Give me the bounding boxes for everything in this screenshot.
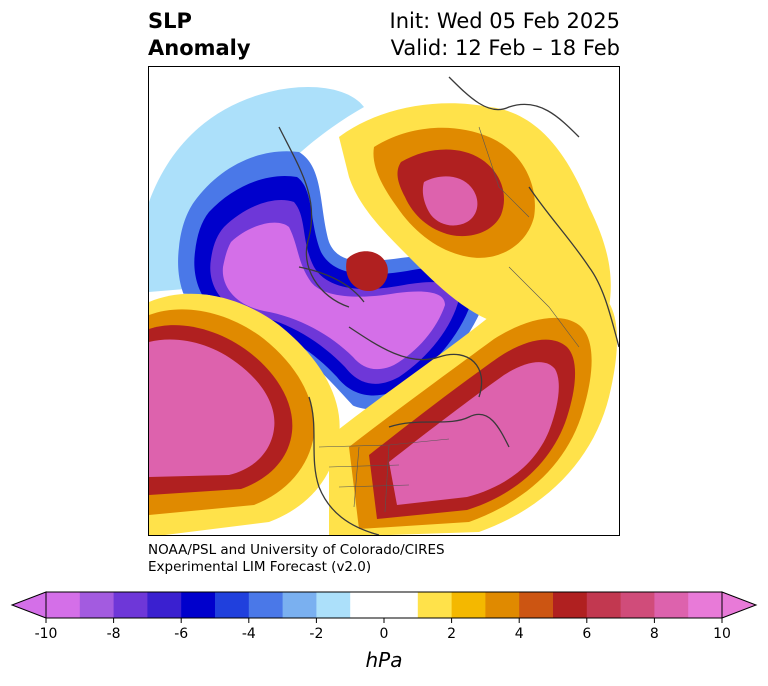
colorbar-tick-label: -6 (174, 626, 189, 642)
colorbar-swatch (147, 592, 182, 618)
colorbar-swatch (586, 592, 622, 618)
negative-anomaly-core (222, 222, 445, 370)
colorbar-swatch (46, 592, 81, 618)
colorbar-extend-low (10, 591, 47, 619)
colorbar-swatch (688, 592, 723, 618)
colorbar-swatch (282, 592, 317, 618)
colorbar-swatch (113, 592, 148, 618)
colorbar-tick-label: -8 (106, 626, 121, 642)
colorbar-tick-label: 0 (379, 626, 389, 642)
colorbar-swatch (181, 592, 216, 618)
positive-anomaly-northeast-core (422, 176, 478, 226)
colorbar (10, 591, 758, 623)
colorbar-swatch (316, 592, 351, 618)
colorbar-swatch (79, 592, 115, 618)
colorbar-ticks: -10 -8 -6 -4 -2 0 2 4 6 8 10 (0, 626, 768, 648)
colorbar-swatch (620, 592, 655, 618)
coastlines (278, 76, 619, 535)
colorbar-swatch (215, 592, 250, 618)
map-canvas (149, 76, 619, 535)
colorbar-swatch (654, 592, 689, 618)
colorbar-tick-label: 6 (582, 626, 592, 642)
colorbar-tick-label: 8 (649, 626, 659, 642)
map-title: SLP Anomaly (148, 8, 251, 62)
colorbar-swatch (350, 592, 385, 618)
credit-line-1: NOAA/PSL and University of Colorado/CIRE… (148, 542, 445, 558)
slp-anomaly-map (148, 66, 620, 536)
credit-line-2: Experimental LIM Forecast (v2.0) (148, 559, 372, 575)
title-line-1: SLP (148, 9, 192, 33)
title-line-2: Anomaly (148, 36, 251, 60)
forecast-dates: Init: Wed 05 Feb 2025 Valid: 12 Feb – 18… (390, 8, 620, 62)
valid-date-label: Valid: 12 Feb – 18 Feb (390, 36, 620, 60)
colorbar-swatch (384, 592, 419, 618)
credit-text: NOAA/PSL and University of Colorado/CIRE… (148, 542, 445, 576)
colorbar-swatch (417, 592, 453, 618)
colorbar-swatch (248, 592, 284, 618)
colorbar-tick-label: -10 (34, 626, 58, 642)
colorbar-unit-label: hPa (365, 648, 403, 672)
colorbar-tick-label: -4 (241, 626, 256, 642)
init-date-label: Init: Wed 05 Feb 2025 (389, 9, 620, 33)
positive-anomaly-west-core (149, 339, 275, 477)
colorbar-tick-label: -2 (309, 626, 324, 642)
colorbar-swatch (519, 592, 554, 618)
positive-anomaly-small (346, 251, 388, 292)
political-boundaries (318, 126, 580, 513)
colorbar-swatch (485, 592, 520, 618)
colorbar-extend-high (721, 591, 758, 619)
colorbar-swatch (451, 592, 486, 618)
colorbar-tick-label: 2 (447, 626, 457, 642)
colorbar-tick-label: 4 (514, 626, 524, 642)
positive-anomaly-east-core (389, 362, 559, 505)
colorbar-tick-label: 10 (713, 626, 731, 642)
colorbar-swatch (553, 592, 588, 618)
